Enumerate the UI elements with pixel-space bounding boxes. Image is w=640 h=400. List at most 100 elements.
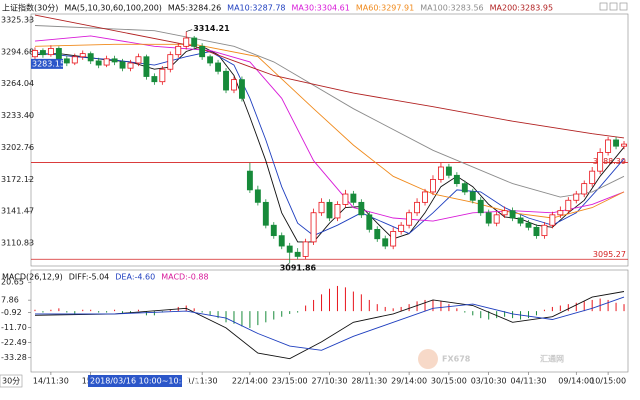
legend-text: MA10:3287.78 [227, 4, 285, 13]
candle-body [127, 62, 134, 69]
candle-body [573, 193, 580, 201]
candle-body [87, 53, 94, 62]
candle-body [525, 222, 532, 228]
candle-body [318, 201, 325, 214]
cursor-time: 2018/03/16 10:00~10:30 五 [90, 377, 202, 386]
candle-body [55, 48, 62, 60]
watermark: 汇通网 [540, 354, 564, 364]
candle-body [549, 214, 556, 226]
candle-body [374, 228, 381, 240]
legend-text: MA200:3283.95 [490, 4, 553, 13]
reference-label: 3188.39 [593, 157, 626, 166]
ma-line [34, 14, 625, 139]
candle-body [358, 201, 365, 216]
low-label: 3091.86 [280, 263, 317, 272]
candle-body [461, 183, 468, 193]
legend-text: MA30:3304.61 [292, 4, 350, 13]
candle-body [223, 70, 229, 91]
candle-body [350, 193, 357, 203]
y-tick-label: -22.49 [1, 338, 27, 347]
candle-body [366, 214, 373, 230]
candle-body [477, 199, 484, 214]
logo-circle [418, 349, 438, 369]
watermark-logo [418, 349, 438, 369]
y-tick-label: 3264.04 [1, 79, 34, 88]
y-tick-label: -11.70 [1, 323, 27, 332]
candle-body [191, 37, 198, 47]
cursor-price: 3283.15 [32, 59, 65, 68]
candle-body [453, 174, 460, 185]
x-tick-label: 1/11:30 [187, 377, 218, 386]
candle-body [151, 76, 158, 83]
candle-body [207, 56, 214, 64]
candle-body [254, 189, 261, 203]
candle-body [533, 226, 540, 237]
candle-body [382, 238, 389, 247]
candle-body [597, 152, 604, 172]
high-label: 3314.21 [193, 24, 230, 33]
candle-body [589, 170, 596, 185]
x-tick-label: 14/11:30 [33, 377, 69, 386]
ma-line [34, 35, 625, 222]
y-tick-label: 3172.12 [1, 175, 34, 184]
candle-body [493, 214, 500, 224]
candle-body [63, 58, 70, 64]
high-pointer [186, 29, 193, 32]
main-frame [30, 13, 629, 267]
icon[interactable] [599, 2, 608, 11]
candle-body [119, 61, 126, 69]
y-tick-label: 3233.40 [1, 111, 34, 120]
y-tick-label: 3110.83 [1, 239, 34, 248]
candle-body [79, 53, 86, 58]
y-tick-label: -0.92 [1, 308, 22, 317]
legend-text: 上证指数(30分) [2, 3, 58, 13]
ma-line [35, 296, 625, 351]
candle-body [111, 58, 118, 63]
x-tick-label: 03/10:30 [471, 377, 507, 386]
candle-body [159, 68, 166, 83]
legend-text: MA5:3284.26 [168, 4, 221, 13]
ma-line [34, 45, 625, 243]
legend-text: MA60:3297.91 [356, 4, 414, 13]
candle-body [334, 204, 341, 219]
candle-body [565, 199, 572, 212]
cursor-price-box [31, 58, 63, 69]
candle-body [517, 217, 524, 224]
y-tick-label: 3325.33 [1, 16, 34, 25]
candle-body [103, 58, 110, 66]
legend-text: MA100:3283.56 [420, 4, 483, 13]
x-tick-label: 22/14:00 [232, 377, 268, 386]
x-tick-label: 10/15:00 [590, 377, 626, 386]
candle-body [302, 241, 309, 257]
timeframe: 30分 [2, 377, 20, 386]
y-tick-label: 3141.47 [1, 207, 34, 216]
candle-body [469, 191, 476, 201]
y-tick-label: -33.28 [1, 353, 27, 362]
candle-body [605, 139, 612, 153]
y-tick-label: 3202.76 [1, 143, 34, 152]
candle-body [485, 212, 492, 224]
candle-body [199, 45, 206, 58]
candle-body [175, 45, 182, 56]
candle-body [71, 56, 78, 64]
x-tick-label: 28/11:30 [351, 377, 387, 386]
icon[interactable] [609, 2, 618, 11]
candle-body [437, 166, 444, 180]
candle-body [414, 201, 421, 214]
candle-body [501, 210, 508, 216]
legend-text: MA(5,10,30,60,100,200) [64, 4, 162, 13]
candle-body [238, 79, 245, 99]
candle-body [310, 212, 317, 243]
timeframe-box [0, 374, 23, 388]
candle-body [581, 183, 588, 195]
x-tick-label: 23/15:00 [272, 377, 308, 386]
candle-body [342, 193, 349, 205]
y-tick-label: 7.86 [1, 296, 19, 305]
candle-body [39, 50, 46, 56]
x-tick-label: 27/10:30 [312, 377, 348, 386]
icon[interactable] [619, 2, 628, 11]
candle-body [326, 201, 333, 219]
x-tick-label: 04/11:30 [511, 377, 547, 386]
